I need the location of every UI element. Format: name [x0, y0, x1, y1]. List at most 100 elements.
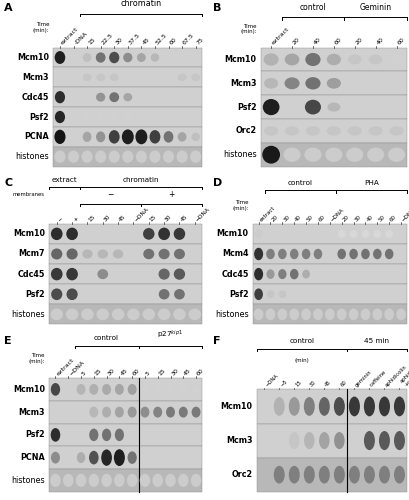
Text: 30: 30 — [164, 214, 173, 222]
Ellipse shape — [55, 111, 65, 123]
Text: 75: 75 — [196, 37, 205, 46]
Ellipse shape — [115, 428, 124, 441]
Text: 30: 30 — [103, 214, 112, 222]
Text: 20: 20 — [292, 37, 301, 46]
Ellipse shape — [369, 126, 383, 136]
Text: 30: 30 — [309, 380, 317, 388]
Ellipse shape — [302, 249, 310, 259]
Text: control: control — [289, 338, 314, 344]
Ellipse shape — [361, 249, 370, 259]
Text: Mcm10: Mcm10 — [225, 55, 257, 64]
Ellipse shape — [123, 53, 133, 62]
Ellipse shape — [51, 428, 60, 442]
Text: chromatin: chromatin — [123, 176, 160, 182]
Ellipse shape — [349, 249, 358, 259]
Ellipse shape — [50, 474, 61, 487]
Text: 60: 60 — [334, 37, 343, 46]
Ellipse shape — [55, 91, 65, 104]
Text: 40: 40 — [313, 37, 322, 46]
Ellipse shape — [159, 249, 170, 259]
Ellipse shape — [178, 132, 187, 141]
Ellipse shape — [149, 150, 160, 163]
Text: Cdc45: Cdc45 — [22, 92, 49, 102]
Ellipse shape — [254, 268, 263, 280]
Ellipse shape — [313, 308, 323, 320]
Ellipse shape — [159, 268, 170, 280]
Ellipse shape — [319, 432, 330, 449]
Ellipse shape — [76, 474, 86, 487]
Ellipse shape — [364, 431, 375, 450]
Ellipse shape — [385, 230, 393, 238]
Text: extract: extract — [52, 176, 77, 182]
Ellipse shape — [54, 130, 65, 144]
Text: histones: histones — [11, 476, 45, 485]
Ellipse shape — [159, 289, 169, 300]
Ellipse shape — [89, 451, 99, 464]
Ellipse shape — [109, 150, 120, 163]
Ellipse shape — [367, 148, 384, 162]
Ellipse shape — [254, 230, 263, 238]
Ellipse shape — [109, 52, 119, 64]
Text: histones: histones — [223, 150, 257, 159]
Ellipse shape — [267, 290, 274, 298]
Ellipse shape — [110, 74, 119, 81]
Ellipse shape — [264, 78, 278, 88]
Text: E: E — [4, 336, 12, 346]
Ellipse shape — [373, 308, 382, 320]
Text: 15: 15 — [158, 368, 167, 376]
Ellipse shape — [174, 249, 185, 259]
Ellipse shape — [164, 131, 173, 142]
Ellipse shape — [109, 130, 120, 143]
Text: histones: histones — [16, 152, 49, 161]
Text: control: control — [288, 180, 312, 186]
Ellipse shape — [290, 269, 299, 280]
Text: chromatin: chromatin — [121, 0, 162, 8]
Ellipse shape — [142, 308, 155, 320]
Text: Mcm10: Mcm10 — [13, 230, 45, 238]
Ellipse shape — [51, 268, 63, 280]
Ellipse shape — [379, 466, 390, 483]
Ellipse shape — [325, 148, 342, 162]
Ellipse shape — [302, 270, 310, 278]
Text: Psf2: Psf2 — [229, 290, 249, 299]
Text: 60: 60 — [169, 37, 178, 46]
Bar — [253, 244, 407, 264]
Ellipse shape — [83, 114, 91, 120]
Ellipse shape — [301, 308, 311, 320]
Bar — [49, 401, 202, 423]
Ellipse shape — [55, 51, 65, 64]
Text: histones: histones — [215, 310, 249, 319]
Ellipse shape — [128, 452, 137, 464]
Ellipse shape — [141, 385, 149, 394]
Text: 40: 40 — [366, 214, 374, 222]
Bar — [261, 143, 407, 167]
Text: extract: extract — [271, 26, 290, 46]
Text: 45: 45 — [119, 368, 128, 376]
Ellipse shape — [97, 269, 108, 279]
Text: Mcm4: Mcm4 — [222, 250, 249, 258]
Text: Psf2: Psf2 — [25, 290, 45, 299]
Ellipse shape — [158, 308, 171, 320]
Bar — [253, 224, 407, 244]
Ellipse shape — [285, 54, 299, 66]
Ellipse shape — [396, 308, 406, 320]
Ellipse shape — [304, 397, 315, 416]
Text: control: control — [299, 3, 326, 12]
Text: p27$^{kip1}$: p27$^{kip1}$ — [157, 328, 184, 340]
Ellipse shape — [348, 126, 362, 136]
Ellipse shape — [274, 466, 285, 483]
Text: 5: 5 — [81, 370, 87, 376]
Ellipse shape — [337, 249, 346, 259]
Bar — [49, 264, 202, 284]
Ellipse shape — [379, 396, 390, 416]
Ellipse shape — [334, 432, 345, 449]
Ellipse shape — [66, 268, 78, 280]
Ellipse shape — [191, 74, 200, 81]
Bar — [49, 284, 202, 304]
Ellipse shape — [135, 130, 147, 144]
Bar — [53, 68, 202, 87]
Ellipse shape — [102, 428, 111, 441]
Ellipse shape — [384, 308, 394, 320]
Ellipse shape — [319, 466, 330, 483]
Ellipse shape — [96, 52, 106, 62]
